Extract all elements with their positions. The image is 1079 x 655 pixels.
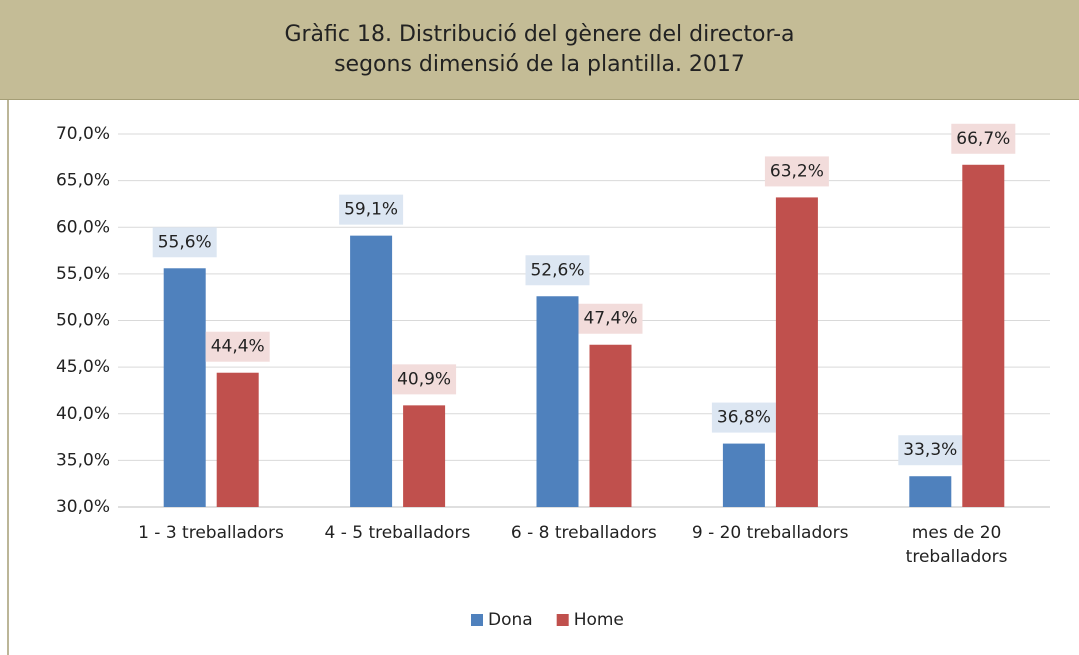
y-tick-label: 30,0% bbox=[56, 497, 110, 517]
data-label: 59,1% bbox=[344, 200, 398, 220]
data-label-box bbox=[205, 331, 270, 362]
bar bbox=[163, 268, 206, 507]
x-tick-label: 9 - 20 treballadors bbox=[691, 523, 849, 543]
y-tick-label: 35,0% bbox=[56, 450, 110, 470]
y-tick-label: 50,0% bbox=[56, 311, 110, 331]
x-tick-label: 1 - 3 treballadors bbox=[138, 523, 284, 543]
legend-swatch bbox=[556, 614, 569, 626]
data-label-box bbox=[711, 402, 776, 433]
data-label: 55,6% bbox=[158, 232, 212, 252]
x-tick-label: 4 - 5 treballadors bbox=[324, 523, 471, 543]
x-tick-label: mes de 20 treballadors bbox=[905, 523, 1008, 567]
legend-swatch bbox=[471, 614, 483, 626]
bar bbox=[962, 164, 1005, 507]
data-label-box bbox=[951, 123, 1016, 154]
bar bbox=[350, 235, 393, 507]
bar bbox=[536, 296, 579, 507]
data-label-box bbox=[339, 194, 404, 225]
data-label-box bbox=[392, 364, 457, 395]
data-label: 33,3% bbox=[903, 440, 957, 460]
y-tick-label: 40,0% bbox=[56, 404, 110, 424]
data-label: 63,2% bbox=[770, 161, 824, 181]
data-label-box bbox=[578, 303, 643, 334]
data-label: 66,7% bbox=[956, 129, 1010, 149]
y-tick-label: 45,0% bbox=[56, 357, 110, 377]
data-label-box bbox=[525, 255, 590, 286]
data-label-box bbox=[764, 156, 829, 187]
data-label: 44,4% bbox=[211, 337, 265, 357]
data-label: 47,4% bbox=[583, 309, 637, 329]
x-tick-label: 6 - 8 treballadors bbox=[510, 523, 657, 543]
y-tick-label: 65,0% bbox=[56, 171, 110, 191]
data-label: 52,6% bbox=[530, 260, 584, 280]
data-label-box bbox=[152, 227, 217, 258]
bar bbox=[589, 344, 632, 507]
bar bbox=[216, 372, 259, 507]
chart-title: Gràfic 18. Distribució del gènere del di… bbox=[0, 0, 1079, 100]
data-label: 36,8% bbox=[717, 408, 771, 428]
legend-label: Dona bbox=[488, 610, 533, 630]
bar bbox=[775, 197, 818, 507]
bar bbox=[909, 476, 952, 507]
legend-label: Home bbox=[574, 610, 624, 630]
bar bbox=[403, 405, 446, 507]
data-label-box bbox=[898, 435, 963, 466]
y-tick-label: 55,0% bbox=[56, 264, 110, 284]
y-tick-label: 60,0% bbox=[56, 217, 110, 237]
y-tick-label: 70,0% bbox=[56, 124, 110, 144]
bar bbox=[722, 443, 765, 507]
data-label: 40,9% bbox=[397, 369, 451, 389]
